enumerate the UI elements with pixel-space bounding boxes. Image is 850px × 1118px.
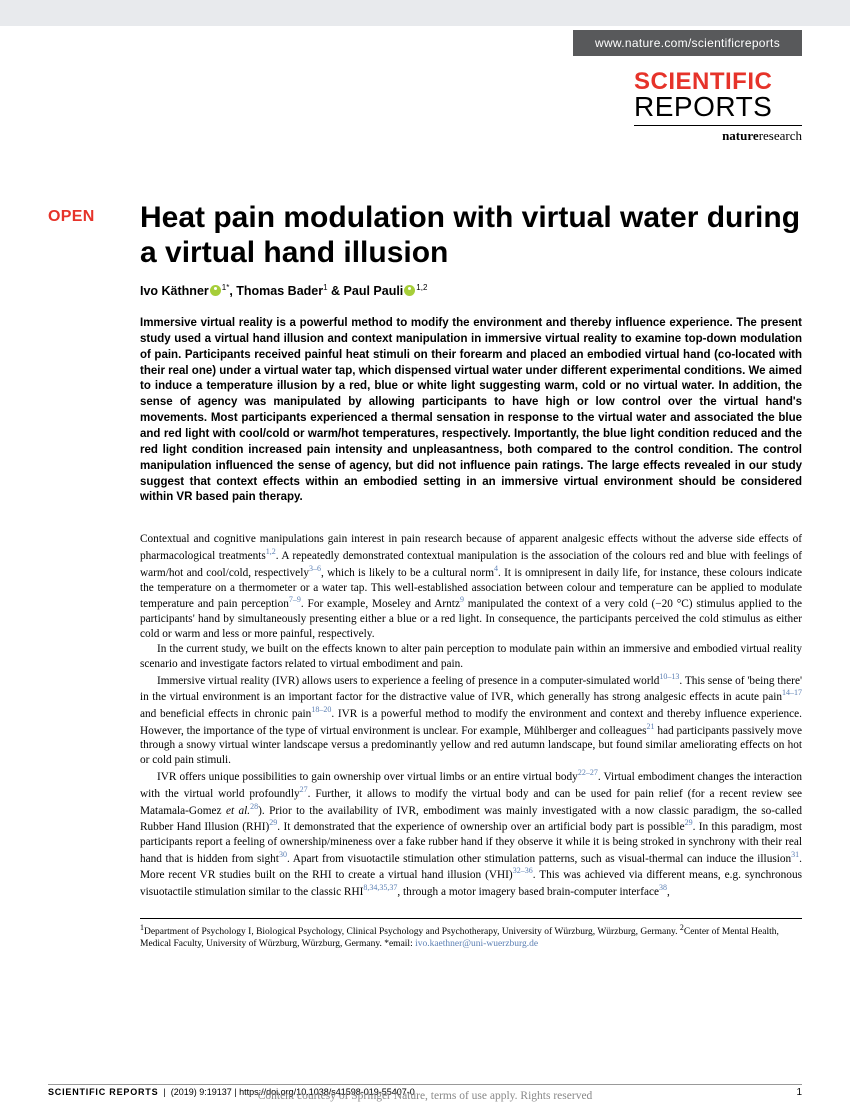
- para-3: Immersive virtual reality (IVR) allows u…: [140, 672, 802, 769]
- affiliations: 1Department of Psychology I, Biological …: [140, 923, 802, 951]
- orcid-icon[interactable]: [404, 285, 415, 296]
- logo-divider: [634, 125, 802, 126]
- ref-link[interactable]: 1,2: [266, 547, 276, 556]
- ref-link[interactable]: 32–36: [513, 866, 533, 875]
- top-grey-bar: [0, 0, 850, 26]
- ref-link[interactable]: 8,34,35,37: [363, 883, 397, 892]
- ref-link[interactable]: 22–27: [578, 768, 598, 777]
- logo-line-reports: REPORTS: [634, 92, 802, 121]
- corresponding-email[interactable]: ivo.kaethner@uni-wuerzburg.de: [415, 939, 538, 949]
- article-title: Heat pain modulation with virtual water …: [140, 200, 802, 271]
- ref-link[interactable]: 27: [300, 785, 308, 794]
- ref-link[interactable]: 21: [647, 722, 655, 731]
- journal-logo: SCIENTIFIC REPORTS natureresearch: [634, 70, 802, 144]
- ref-link[interactable]: 3–6: [309, 564, 321, 573]
- ref-link[interactable]: 30: [279, 850, 287, 859]
- open-access-badge: OPEN: [48, 208, 95, 226]
- journal-url[interactable]: www.nature.com/scientificreports: [573, 30, 802, 56]
- ref-link[interactable]: 18–20: [311, 705, 331, 714]
- para-4: IVR offers unique possibilities to gain …: [140, 768, 802, 900]
- body-text: Contextual and cognitive manipulations g…: [140, 532, 802, 900]
- ref-link[interactable]: 28: [250, 802, 258, 811]
- article-column: Heat pain modulation with virtual water …: [140, 200, 802, 951]
- ref-link[interactable]: 31: [791, 850, 799, 859]
- abstract: Immersive virtual reality is a powerful …: [140, 316, 802, 506]
- ref-link[interactable]: 7–9: [289, 595, 301, 604]
- orcid-icon[interactable]: [210, 285, 221, 296]
- watermark-text: Content courtesy of Springer Nature, ter…: [0, 1090, 850, 1102]
- ref-link[interactable]: 29: [685, 818, 693, 827]
- logo-natureresearch: natureresearch: [634, 128, 802, 144]
- affiliation-divider: [140, 918, 802, 919]
- author-list: Ivo Käthner1*, Thomas Bader1 & Paul Paul…: [140, 283, 802, 298]
- ref-link[interactable]: 10–13: [659, 672, 679, 681]
- ref-link[interactable]: 38: [659, 883, 667, 892]
- para-2: In the current study, we built on the ef…: [140, 642, 802, 672]
- para-1: Contextual and cognitive manipulations g…: [140, 532, 802, 642]
- ref-link[interactable]: 14–17: [782, 688, 802, 697]
